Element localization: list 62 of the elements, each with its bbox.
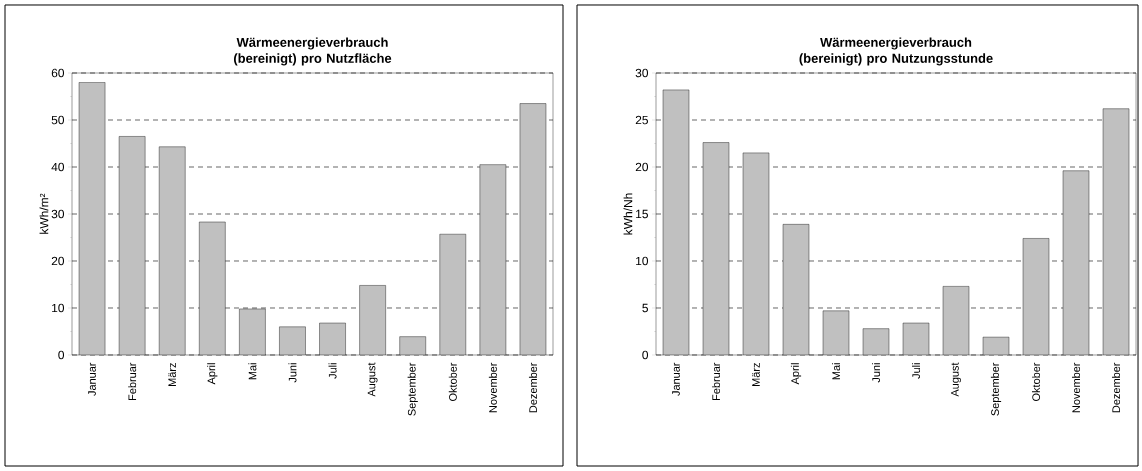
bar bbox=[359, 285, 386, 355]
bar bbox=[1063, 170, 1090, 355]
x-tick-label: Dezember bbox=[1111, 362, 1121, 413]
y-tick-label: 50 bbox=[51, 115, 65, 125]
y-tick-label: 40 bbox=[51, 162, 65, 172]
x-tick-label: Juni bbox=[871, 363, 881, 383]
bar bbox=[823, 310, 850, 355]
bar bbox=[479, 164, 506, 355]
bar bbox=[159, 146, 186, 355]
bar bbox=[1023, 238, 1050, 355]
x-tick-label: November bbox=[488, 362, 497, 413]
x-tick-label: April bbox=[207, 363, 218, 385]
x-tick-label: Dezember bbox=[528, 362, 537, 413]
bar bbox=[663, 89, 690, 355]
y-tick-label: 15 bbox=[636, 209, 648, 219]
y-tick-label: 10 bbox=[636, 256, 649, 266]
y-tick-label: 10 bbox=[52, 303, 65, 313]
bar bbox=[239, 308, 266, 355]
bar bbox=[519, 103, 547, 355]
chart-title: Wärmeenergieverbrauch (bereinigt) pro Nutzungsstunde bbox=[799, 37, 993, 66]
bar bbox=[119, 136, 146, 355]
y-tick-label: 30 bbox=[51, 209, 65, 219]
y-tick-label: 20 bbox=[635, 162, 649, 172]
x-tick-label: August bbox=[951, 362, 961, 397]
chart-title: Wärmeenergieverbrauch (bereinigt) pro Nutzfläche bbox=[233, 37, 392, 66]
y-axis-title: kWh/Nh bbox=[623, 193, 633, 235]
x-tick-label: März bbox=[168, 363, 177, 386]
y-tick-label: 60 bbox=[51, 68, 65, 78]
x-tick-label: Juli bbox=[328, 363, 337, 379]
x-tick-label: Februar bbox=[711, 362, 721, 400]
x-tick-label: Januar bbox=[672, 362, 680, 396]
bar bbox=[703, 142, 730, 355]
x-tick-label: September bbox=[407, 362, 418, 416]
x-tick-label: April bbox=[790, 363, 802, 385]
x-tick-label: Februar bbox=[128, 362, 137, 400]
bar bbox=[199, 221, 226, 355]
x-tick-label: Mai bbox=[831, 363, 841, 380]
y-tick-label: 25 bbox=[635, 115, 648, 125]
bar bbox=[439, 234, 466, 355]
bar bbox=[279, 326, 306, 355]
y-tick-label: 30 bbox=[635, 68, 649, 78]
x-tick-label: Mai bbox=[248, 363, 257, 380]
x-tick-label: August bbox=[367, 362, 378, 397]
x-tick-label: Juli bbox=[911, 363, 921, 379]
x-tick-label: Oktober bbox=[448, 362, 457, 401]
x-tick-label: März bbox=[752, 363, 760, 386]
bar bbox=[943, 286, 970, 355]
bar bbox=[319, 323, 346, 355]
x-tick-label: Oktober bbox=[1031, 362, 1041, 401]
bar bbox=[743, 152, 770, 355]
y-tick-label: 5 bbox=[642, 303, 648, 313]
x-tick-label: Juni bbox=[288, 363, 297, 383]
y-axis-title: kWh/m² bbox=[39, 193, 49, 234]
bar bbox=[79, 82, 106, 355]
bar bbox=[783, 224, 810, 355]
x-tick-label: September bbox=[990, 362, 1002, 416]
y-tick-label: 20 bbox=[51, 256, 65, 266]
bar bbox=[1102, 108, 1130, 355]
x-tick-label: November bbox=[1071, 362, 1081, 413]
y-tick-label: 0 bbox=[642, 350, 649, 360]
x-tick-label: Januar bbox=[88, 362, 96, 396]
y-tick-label: 0 bbox=[58, 350, 65, 360]
